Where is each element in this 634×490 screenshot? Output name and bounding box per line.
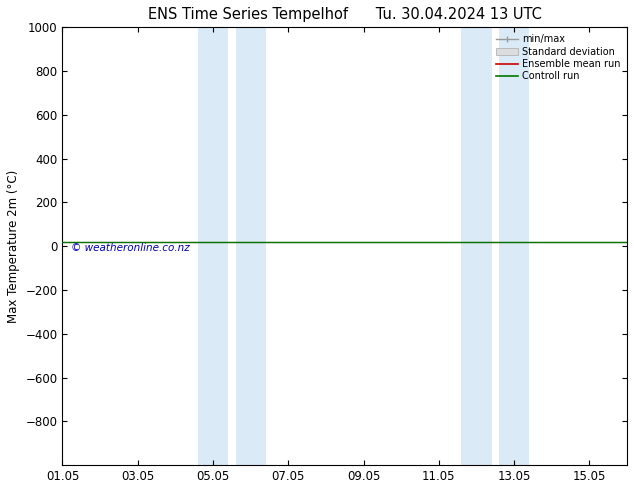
Y-axis label: Max Temperature 2m (°C): Max Temperature 2m (°C): [7, 170, 20, 323]
Bar: [198, 27, 228, 465]
Legend: min/max, Standard deviation, Ensemble mean run, Controll run: min/max, Standard deviation, Ensemble me…: [495, 32, 622, 83]
Title: ENS Time Series Tempelhof      Tu. 30.04.2024 13 UTC: ENS Time Series Tempelhof Tu. 30.04.2024…: [148, 7, 541, 22]
Bar: [236, 27, 266, 465]
Bar: [462, 27, 491, 465]
Text: © weatheronline.co.nz: © weatheronline.co.nz: [71, 243, 190, 252]
Bar: [499, 27, 529, 465]
